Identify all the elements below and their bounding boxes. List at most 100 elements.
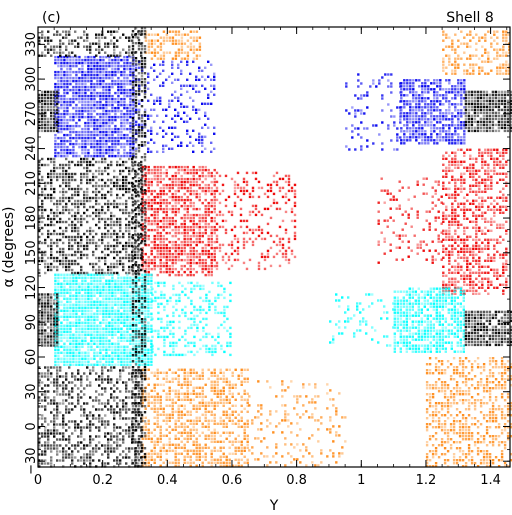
data-point (162, 198, 165, 202)
data-point (448, 124, 451, 127)
data-point (210, 150, 213, 153)
data-point (219, 398, 222, 401)
data-point (177, 246, 180, 250)
data-point (75, 82, 78, 86)
data-point (457, 139, 460, 142)
data-point (457, 238, 460, 241)
data-point (278, 225, 282, 229)
data-point (120, 100, 123, 104)
data-point (201, 225, 204, 229)
data-point (210, 141, 213, 144)
data-point (451, 163, 454, 166)
data-point (453, 326, 456, 329)
data-point (254, 237, 258, 241)
data-point (111, 354, 114, 357)
data-point (431, 195, 434, 198)
data-point (351, 136, 354, 139)
data-point (99, 94, 102, 98)
data-point (54, 154, 57, 158)
data-point (251, 231, 255, 235)
data-point (114, 345, 117, 348)
data-point (165, 201, 168, 205)
data-point (96, 342, 99, 345)
data-point (460, 175, 463, 178)
data-point (138, 303, 141, 306)
data-point (174, 177, 177, 181)
data-point (490, 283, 493, 286)
data-point (290, 252, 294, 256)
data-point (117, 94, 120, 98)
data-point (478, 280, 481, 283)
data-point (123, 142, 126, 146)
data-point (72, 58, 75, 62)
data-point (54, 139, 57, 143)
data-point (135, 339, 138, 342)
data-point (204, 261, 207, 265)
data-point (102, 106, 105, 110)
data-point (66, 112, 69, 116)
data-point (425, 258, 428, 261)
data-point (54, 351, 57, 354)
data-point (135, 321, 138, 324)
data-point (108, 115, 111, 119)
data-point (406, 100, 409, 103)
data-point (138, 276, 141, 279)
data-point (138, 339, 141, 342)
data-point (201, 374, 204, 377)
data-point (174, 395, 177, 398)
data-point (193, 335, 196, 339)
data-point (87, 357, 90, 360)
data-point (475, 271, 478, 274)
data-point (105, 148, 108, 152)
data-point (351, 124, 354, 127)
data-point (108, 342, 111, 345)
data-point (427, 118, 430, 121)
data-point (478, 259, 481, 262)
data-point (111, 282, 114, 285)
data-point (433, 88, 436, 91)
data-point (505, 148, 508, 151)
data-point (411, 296, 414, 299)
data-point (198, 207, 201, 211)
data-point (245, 240, 249, 244)
data-point (408, 344, 411, 347)
data-point (102, 91, 105, 95)
data-point (108, 73, 111, 77)
data-point (150, 201, 153, 205)
data-point (156, 165, 159, 169)
data-point (117, 345, 120, 348)
data-point (466, 217, 469, 220)
data-point (90, 121, 93, 125)
data-point (171, 246, 174, 250)
data-point (496, 172, 499, 175)
data-point (102, 303, 105, 306)
data-point (335, 299, 338, 302)
data-point (213, 249, 216, 253)
data-point (202, 326, 205, 330)
data-point (184, 311, 187, 315)
data-point (210, 219, 213, 223)
data-point (123, 285, 126, 288)
data-point (172, 335, 175, 339)
data-point (120, 333, 123, 336)
data-point (207, 270, 210, 274)
data-point (90, 100, 93, 104)
data-point (69, 148, 72, 152)
data-point (66, 151, 69, 155)
data-point (99, 103, 102, 107)
data-point (108, 291, 111, 294)
data-point (157, 332, 160, 336)
data-point (174, 120, 177, 123)
data-point (204, 147, 207, 150)
data-point (457, 223, 460, 226)
data-point (420, 338, 423, 341)
data-point (399, 317, 402, 320)
data-point (257, 225, 261, 229)
data-point (90, 82, 93, 86)
data-point (111, 288, 114, 291)
data-point (496, 268, 499, 271)
data-point (78, 348, 81, 351)
data-point (60, 148, 63, 152)
data-point (105, 127, 108, 131)
data-point (105, 285, 108, 288)
